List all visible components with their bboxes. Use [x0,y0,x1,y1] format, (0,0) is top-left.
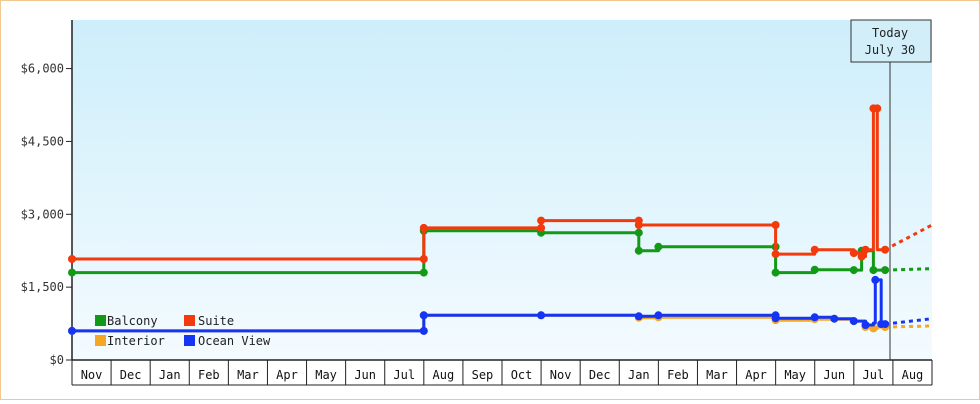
legend-label-balcony: Balcony [107,314,158,328]
x-tick-label: Dec [120,368,142,382]
data-point [869,266,878,275]
x-tick-label: Mar [237,368,259,382]
series-lines [68,104,933,335]
today-label-line1: Today [872,26,908,40]
data-point [849,249,858,258]
legend-label-ocean-view: Ocean View [198,334,271,348]
data-point [634,228,643,237]
series-ocean-view [68,275,933,335]
y-tick-label: $4,500 [21,134,64,148]
legend-swatch-suite [184,315,195,326]
data-point [68,255,76,263]
x-tick-label: May [784,368,806,382]
y-tick-label: $0 [50,353,64,367]
x-tick-label: Aug [902,368,924,382]
data-point [68,326,76,335]
x-tick-label: Jul [863,368,885,382]
legend-swatch-interior [95,335,106,346]
data-point [810,245,819,254]
data-point [419,311,428,320]
x-tick-label: Aug [433,368,455,382]
data-point [634,221,643,229]
x-tick-label: Jun [354,368,376,382]
legend-label-interior: Interior [107,334,165,348]
legend-label-suite: Suite [198,314,234,328]
data-point [881,245,890,254]
data-point [419,326,428,335]
data-point [881,320,890,329]
data-point [771,314,780,323]
data-point [857,252,866,261]
today-label-line2: July 30 [865,43,916,57]
today-marker: Today July 30 [850,19,932,360]
series-suite [68,104,933,263]
y-tick-label: $3,000 [21,207,64,221]
data-point [849,317,858,326]
data-point [634,312,643,321]
x-tick-label: Jan [628,368,650,382]
data-point [810,265,819,274]
data-point [537,223,546,232]
data-point [873,104,882,113]
data-point [537,216,546,225]
data-point [419,268,428,277]
data-point [871,275,880,284]
data-point [654,242,663,251]
plot-background [72,20,932,360]
data-point [419,255,428,263]
x-tick-label: Nov [550,368,572,382]
x-tick-label: Dec [589,368,611,382]
legend-swatch-ocean-view [184,335,195,346]
x-tick-label: Mar [706,368,728,382]
x-tick-label: Oct [511,368,533,382]
data-point [771,250,780,259]
data-point [654,311,663,320]
data-point [861,321,870,329]
data-point [830,314,839,323]
y-axis: $0 $1,500 $3,000 $4,500 $6,000 [21,20,73,367]
x-tick-label: Feb [198,368,220,382]
data-point [537,311,546,320]
legend-swatch-balcony [95,315,106,326]
x-tick-label: Jun [823,368,845,382]
x-tick-label: Apr [276,368,298,382]
series-forecast-suite [884,223,933,252]
data-point [419,223,428,232]
x-tick-label: Apr [745,368,767,382]
x-axis: Nov Dec Jan Feb Mar Apr May Jun Jul Aug Sep Oct Nov D… [71,359,933,386]
data-point [861,245,870,254]
x-tick-label: Jul [393,368,415,382]
y-tick-label: $6,000 [21,62,64,76]
data-point [634,246,643,255]
x-tick-label: Nov [81,368,103,382]
x-tick-label: May [315,368,337,382]
legend: Balcony Suite Interior Ocean View [95,314,271,348]
y-tick-label: $1,500 [21,280,64,294]
data-point [881,266,890,275]
today-box [850,19,932,63]
x-tick-label: Feb [667,368,689,382]
x-tick-label: Sep [472,368,494,382]
data-point [68,268,76,277]
data-point [771,268,780,277]
data-point [810,313,819,322]
data-point [849,266,858,275]
x-tick-label: Jan [159,368,181,382]
data-point [771,221,780,229]
